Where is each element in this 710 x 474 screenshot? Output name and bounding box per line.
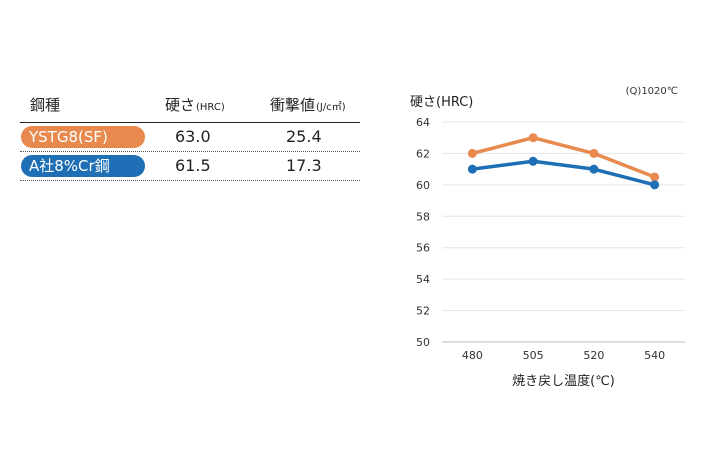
- x-tick-labels: 480 505 520 540: [462, 349, 665, 362]
- y-tick-label: 56: [416, 242, 430, 255]
- x-tick-label: 480: [462, 349, 483, 362]
- series-line: [471, 135, 656, 179]
- hardness-chart: (Q)1020℃ 硬さ(HRC) 焼き戻し温度(℃) 50 52 54 56 58 60 6…: [400, 80, 700, 400]
- data-point: [467, 164, 477, 174]
- impact-value: 25.4: [286, 127, 322, 146]
- impact-value: 17.3: [286, 156, 322, 175]
- steel-name-pill: YSTG8(SF): [21, 126, 145, 148]
- data-point: [650, 172, 660, 182]
- condition-label: (Q)1020℃: [625, 86, 678, 97]
- data-point: [650, 180, 660, 190]
- header-impact-unit: (J/c㎡): [316, 102, 346, 113]
- header-impact-label: 衝撃値: [270, 96, 316, 114]
- y-tick-labels: 50 52 54 56 58 60 62 64: [416, 116, 430, 349]
- header-hardness: 硬さ(HRC): [165, 94, 225, 115]
- data-point: [589, 148, 599, 158]
- header-hardness-unit: (HRC): [196, 102, 225, 113]
- data-point: [467, 148, 477, 158]
- table-row: A社8%Cr鋼 61.5 17.3: [20, 152, 360, 181]
- y-tick-label: 50: [416, 336, 430, 349]
- header-impact: 衝撃値(J/c㎡): [270, 94, 346, 115]
- steel-name-pill: A社8%Cr鋼: [21, 155, 145, 177]
- y-axis-title: 硬さ(HRC): [410, 95, 473, 110]
- data-point: [528, 133, 538, 143]
- series-line: [472, 159, 656, 187]
- x-axis-title: 焼き戻し温度(℃): [512, 373, 615, 389]
- y-tick-label: 62: [416, 147, 430, 160]
- data-point: [528, 156, 538, 166]
- x-tick-label: 505: [523, 349, 544, 362]
- y-tick-label: 52: [416, 305, 430, 318]
- y-tick-label: 54: [416, 273, 430, 286]
- comparison-table: 鋼種 硬さ(HRC) 衝撃値(J/c㎡) YSTG8(SF) 63.0 25.4…: [20, 92, 360, 181]
- x-tick-label: 540: [644, 349, 665, 362]
- grid-layer: [442, 121, 685, 343]
- chart-svg: 硬さ(HRC) 焼き戻し温度(℃) 50 52 54 56 58 60 62 64 480 50…: [410, 95, 685, 389]
- x-tick-label: 520: [583, 349, 604, 362]
- table-header: 鋼種 硬さ(HRC) 衝撃値(J/c㎡): [20, 92, 360, 123]
- header-hardness-label: 硬さ: [165, 96, 196, 114]
- header-steel: 鋼種: [30, 96, 61, 114]
- y-tick-label: 60: [416, 179, 430, 192]
- table-row: YSTG8(SF) 63.0 25.4: [20, 123, 360, 152]
- series-layer: [467, 133, 660, 190]
- y-tick-label: 58: [416, 210, 430, 223]
- data-point: [589, 164, 599, 174]
- hardness-value: 61.5: [175, 156, 211, 175]
- y-tick-label: 64: [416, 116, 430, 129]
- hardness-value: 63.0: [175, 127, 211, 146]
